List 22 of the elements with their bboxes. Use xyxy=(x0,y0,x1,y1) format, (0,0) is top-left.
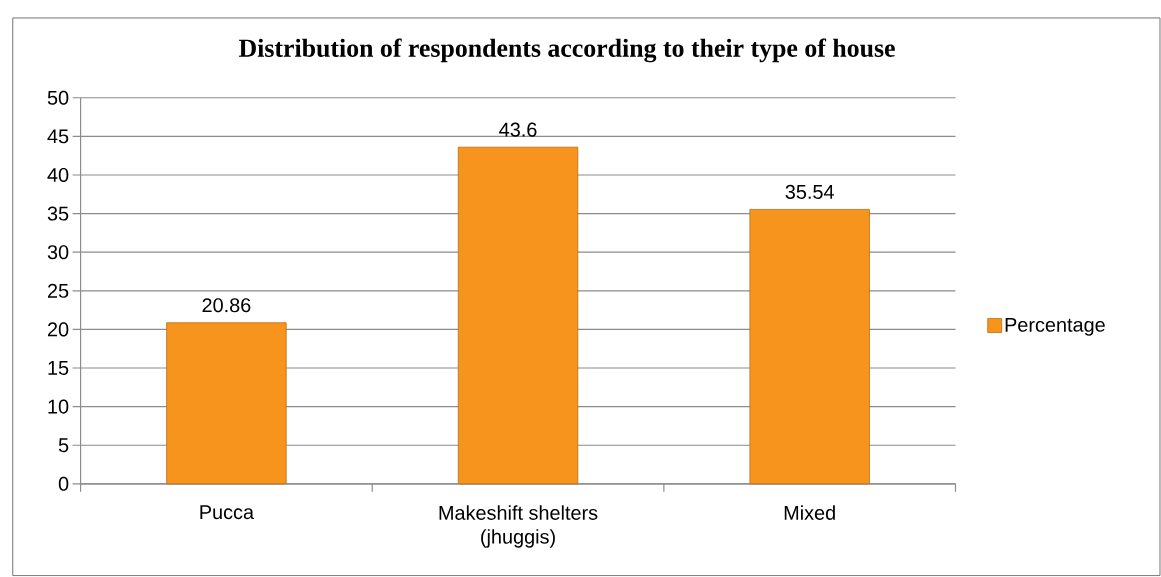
x-tick-label: Pucca xyxy=(200,505,255,520)
y-tick-label: 20 xyxy=(47,322,69,337)
y-tick-label: 30 xyxy=(47,245,69,260)
data-label: 43.6 xyxy=(499,122,537,137)
data-label: 20.86 xyxy=(202,298,251,313)
bar xyxy=(749,209,870,485)
y-tick-label: 50 xyxy=(47,90,69,105)
data-label: 35.54 xyxy=(785,185,834,200)
y-tick-label: 10 xyxy=(48,399,69,414)
y-tick-label: 15 xyxy=(48,361,69,376)
y-tick-label: 0 xyxy=(58,476,69,492)
bar xyxy=(166,322,287,485)
y-tick-label: 40 xyxy=(47,168,69,183)
y-tick-label: 25 xyxy=(47,283,69,299)
y-tick-label: 45 xyxy=(47,129,69,144)
chart-title: Distribution of respondents according to their type of house xyxy=(238,38,895,63)
x-tick-label: Makeshift shelters (jhuggis) xyxy=(439,505,598,548)
y-tick-label: 35 xyxy=(47,206,69,221)
bar xyxy=(457,146,579,485)
legend-label: Percentage xyxy=(1005,318,1105,336)
y-tick-label: 5 xyxy=(58,438,69,453)
x-tick-label: Mixed xyxy=(784,505,835,521)
